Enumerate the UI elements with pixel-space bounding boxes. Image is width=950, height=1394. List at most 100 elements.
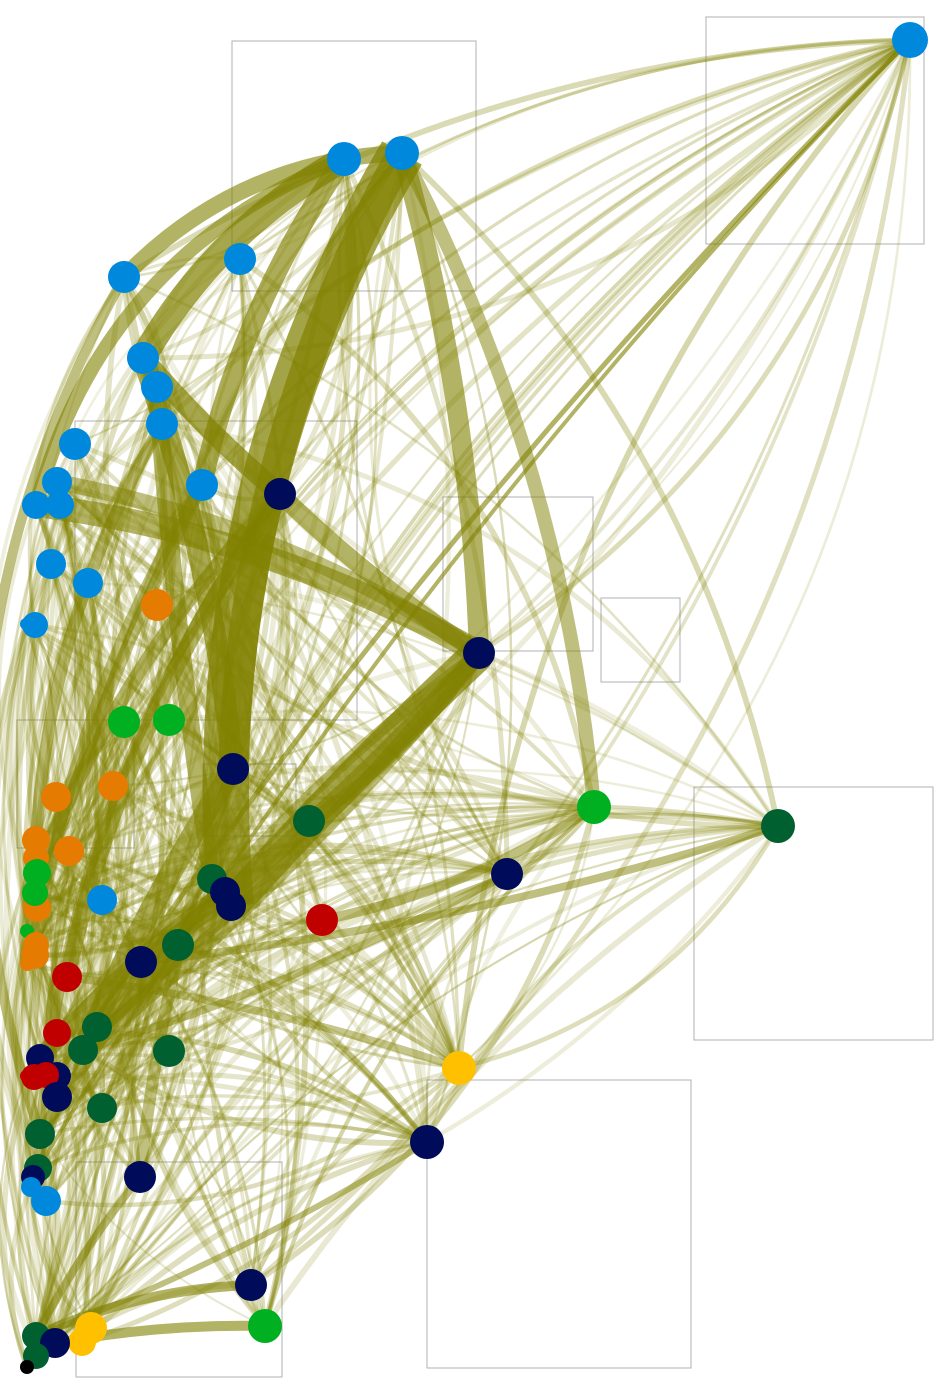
graph-edge — [44, 872, 508, 1203]
graph-edge — [30, 420, 168, 841]
graph-edge — [32, 1174, 144, 1338]
graph-node — [20, 1070, 32, 1082]
graph-edge — [18, 850, 71, 1357]
graph-edge — [38, 805, 595, 1135]
graph-edge — [392, 150, 489, 654]
graph-edge — [33, 504, 113, 1337]
graph-edge — [33, 1066, 460, 1110]
graph-edge — [29, 872, 508, 1189]
graph-edge — [56, 1075, 102, 1329]
graph-edge — [0, 857, 57, 1344]
graph-node — [146, 408, 178, 440]
graph-edge — [35, 943, 428, 1143]
graph-edge — [26, 928, 461, 1071]
graph-edge — [34, 803, 779, 957]
graph-node — [20, 618, 32, 630]
graph-edge — [0, 856, 39, 1358]
graph-node — [124, 1161, 156, 1193]
graph-node — [125, 946, 157, 978]
graph-edge — [55, 480, 462, 1069]
graph-nodes — [20, 22, 928, 1374]
graph-edge — [395, 149, 601, 808]
graph-edge — [224, 889, 461, 1070]
graph-edge — [33, 443, 79, 626]
graph-edge — [44, 785, 123, 1076]
graph-node — [491, 858, 523, 890]
graph-edge — [45, 1066, 461, 1208]
graph-edge — [34, 502, 509, 876]
graph-edge — [8, 1185, 34, 1368]
graph-edge — [101, 919, 324, 1110]
graph-node — [54, 836, 84, 866]
graph-node — [68, 1328, 96, 1356]
graph-edge — [210, 878, 290, 1327]
graph-node — [42, 467, 72, 497]
graph-edge — [39, 1133, 266, 1327]
graph-node — [108, 706, 140, 738]
graph-node — [577, 790, 611, 824]
graph-node — [248, 1309, 282, 1343]
graph-edge — [89, 152, 404, 1329]
graph-node — [22, 491, 50, 519]
graph-edge — [55, 480, 462, 1069]
graph-edge — [57, 504, 215, 881]
graph-edge — [53, 39, 912, 1345]
graph-edge — [68, 849, 461, 1070]
graph-edge — [321, 802, 597, 925]
graph-edge — [81, 1047, 428, 1146]
graph-node — [82, 1012, 112, 1042]
graph-node — [68, 1035, 98, 1065]
graph-edge — [0, 1075, 28, 1368]
graph-edge — [0, 624, 49, 1202]
graph-edge — [25, 385, 159, 859]
graph-edge — [34, 623, 509, 876]
graph-edge — [35, 871, 213, 911]
graph-edge — [458, 824, 781, 1071]
graph-edge — [39, 824, 779, 1135]
graph-node — [141, 589, 173, 621]
graph-edge — [34, 38, 911, 1337]
graph-edge — [54, 824, 779, 1344]
graph-edge — [103, 276, 215, 881]
graph-edge — [458, 39, 912, 1069]
graph-node — [892, 22, 928, 58]
graph-node — [153, 1035, 185, 1067]
graph-node — [25, 1119, 55, 1149]
graph-edge — [0, 504, 62, 1202]
graph-node — [235, 1269, 267, 1301]
graph-edge — [56, 872, 509, 1079]
graph-edge — [67, 848, 430, 1144]
graph-node — [327, 142, 361, 176]
graph-node — [217, 753, 249, 785]
graph-node — [42, 1082, 72, 1112]
graph-edge — [249, 39, 913, 1287]
graph-edge — [229, 158, 378, 907]
graph-edge — [39, 805, 596, 1060]
graph-edge — [65, 157, 346, 1051]
graph-edge — [248, 1065, 461, 1287]
graph-node — [293, 805, 325, 837]
graph-edge — [425, 824, 780, 1144]
graph-edge — [53, 481, 83, 798]
graph-node — [141, 371, 173, 403]
graph-node — [216, 891, 246, 921]
graph-edge — [35, 857, 106, 1109]
graph-edge — [156, 151, 403, 388]
graph-edge — [154, 385, 312, 822]
graph-edge — [34, 805, 779, 895]
graph-node — [306, 904, 338, 936]
graph-edge — [25, 158, 346, 1337]
graph-edge — [53, 38, 912, 1344]
graph-edge — [111, 783, 462, 1070]
graph-node — [87, 885, 117, 915]
graph-edge — [424, 805, 596, 1143]
graph-edge — [400, 150, 781, 827]
graph-edge — [56, 480, 461, 1069]
graph-edge — [26, 652, 481, 1368]
graph-node — [59, 428, 91, 460]
graph-edge — [176, 944, 428, 1144]
graph-edge — [156, 386, 461, 1069]
graph-node — [761, 809, 795, 843]
graph-node — [153, 704, 185, 736]
graph-node — [385, 136, 419, 170]
